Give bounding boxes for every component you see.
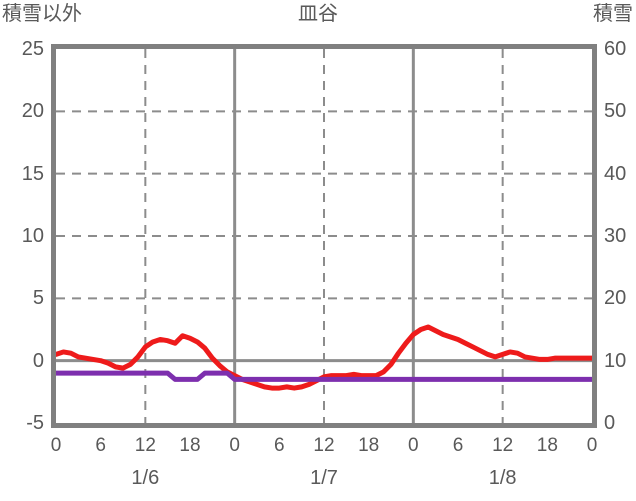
gridlines [56, 49, 592, 423]
x-tick-label: 0 [229, 435, 240, 456]
y-right-tick-label: 10 [604, 349, 627, 372]
plot-area [51, 44, 597, 428]
y-right-tick-label: 50 [604, 100, 627, 123]
x-day-label: 1/8 [488, 467, 517, 489]
y-left-tick-label: -5 [26, 412, 44, 434]
left-axis-caption: 積雪以外 [2, 3, 82, 25]
x-tick-label: 0 [50, 435, 62, 456]
y-left-tick-label: 25 [21, 38, 44, 60]
x-tick-label: 18 [536, 435, 558, 456]
series-lines [56, 324, 592, 391]
x-tick-label: 6 [95, 435, 106, 456]
y-right-tick-label: 40 [604, 162, 627, 185]
y-left-tick-label: 15 [21, 162, 44, 185]
x-tick-label: 18 [179, 435, 201, 456]
right-axis-caption: 積雪 [593, 3, 633, 25]
y-left-tick-label: 20 [21, 100, 44, 123]
x-tick-label: 12 [492, 435, 514, 456]
chart-title: 皿谷 [298, 3, 338, 25]
x-tick-label: 12 [313, 435, 335, 456]
x-day-label: 1/6 [131, 467, 160, 489]
x-day-label: 1/7 [310, 467, 338, 489]
x-tick-label: 0 [408, 435, 419, 456]
y-right-tick-label: 60 [604, 38, 627, 60]
x-tick-label: 18 [358, 435, 380, 456]
plot-svg [56, 49, 592, 423]
y-right-tick-label: 0 [604, 412, 616, 434]
x-tick-label: 6 [274, 435, 285, 456]
y-left-tick-label: 0 [32, 349, 44, 372]
series-line-2 [56, 370, 592, 382]
y-right-tick-label: 20 [604, 287, 627, 310]
x-tick-label: 6 [452, 435, 464, 456]
y-left-tick-label: 10 [21, 225, 44, 247]
y-right-tick-label: 30 [604, 225, 627, 247]
x-tick-label: 0 [586, 435, 598, 456]
y-left-tick-label: 5 [32, 287, 44, 310]
x-tick-label: 12 [134, 435, 156, 456]
